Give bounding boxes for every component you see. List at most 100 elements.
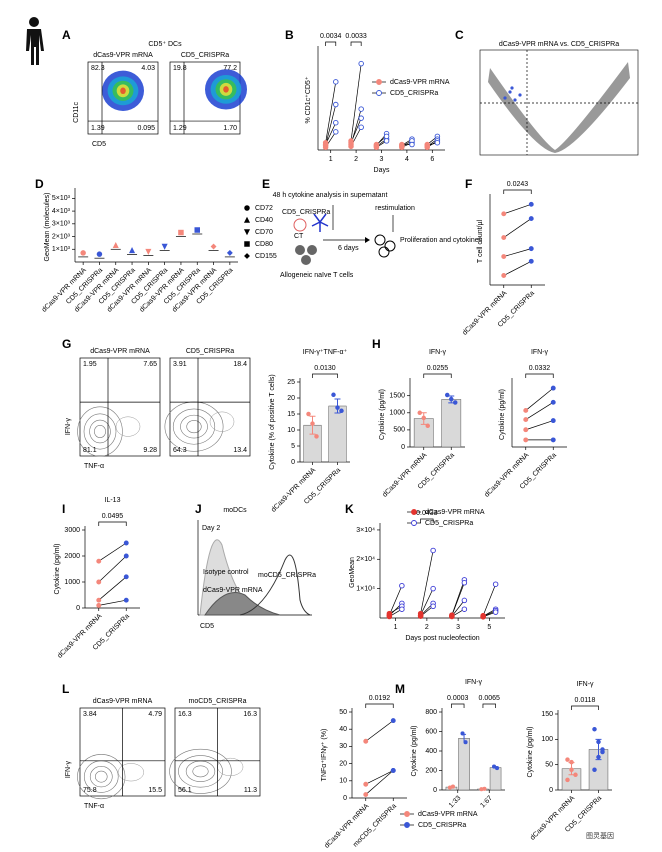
quadrant-value: 11.3	[244, 787, 257, 794]
marker	[390, 718, 396, 724]
legend-label: dCas9-VPR mRNA	[425, 509, 485, 516]
marker	[569, 759, 574, 765]
marker	[596, 739, 601, 745]
marker	[450, 784, 456, 789]
dc-cell	[311, 213, 329, 232]
flow-plot	[79, 357, 161, 457]
legend-label: dCas9-VPR mRNA	[418, 811, 478, 818]
significance-bracket	[98, 521, 127, 526]
flow-header: CD5⁺ DCs	[148, 41, 182, 48]
flow-title: CD5_CRISPRa	[181, 52, 229, 59]
marker	[461, 580, 468, 586]
x-axis-label: Days	[374, 167, 390, 174]
marker	[528, 216, 534, 222]
quadrant-value: 81.1	[83, 447, 97, 454]
legend-marker	[244, 253, 250, 259]
y-tick-label: 25	[287, 379, 295, 386]
legend-label: CD72	[255, 205, 273, 212]
control-curve	[204, 592, 281, 616]
marker	[112, 241, 119, 249]
marker	[333, 101, 339, 108]
chart-title: IFN-γ	[429, 349, 447, 356]
marker	[417, 410, 423, 416]
marker	[569, 767, 574, 772]
marker	[550, 399, 556, 405]
x-axis-label: Days post nucleofection	[405, 635, 479, 642]
y-axis-label: Cytokine (pg/ml)	[499, 389, 506, 440]
marker	[592, 767, 597, 772]
x-tick-label: dCas9-VPR mRNA	[270, 467, 317, 514]
pair-line	[389, 585, 403, 616]
pair-line	[525, 420, 554, 431]
pair-line	[420, 588, 434, 616]
panel-label: C	[455, 28, 464, 42]
y-tick-label: 0	[291, 459, 295, 466]
diagram-text: 48 h cytokine analysis in supernatant	[273, 192, 388, 199]
quadrant-value: 3.91	[173, 361, 187, 368]
y-tick-label: 10	[339, 778, 347, 785]
legend-marker	[376, 90, 382, 96]
marker	[409, 141, 415, 148]
highlight-gene	[508, 90, 512, 94]
y-axis-label: Cytokine (pg/ml)	[54, 544, 61, 595]
diagram-text: Allogeneic naïve T cells	[280, 272, 354, 279]
marker	[501, 235, 507, 240]
human-icon	[26, 17, 44, 65]
marker	[306, 411, 311, 417]
quadrant-value: 13.4	[233, 447, 247, 454]
flow-x-label: CD5	[92, 141, 106, 148]
p-value: 0.0034	[320, 33, 342, 40]
quadrant-value: 18.4	[233, 361, 247, 368]
density	[223, 86, 229, 93]
y-tick-label: 1×10⁴	[356, 585, 375, 592]
t-cell	[295, 245, 305, 255]
y-tick-label: 0	[549, 787, 553, 794]
y-tick-label: 500	[393, 427, 405, 434]
y-tick-label: 50	[339, 709, 347, 716]
quadrant-value: 1.95	[83, 361, 97, 368]
legend-label: CD80	[255, 241, 273, 248]
x-tick-label: 1:33	[448, 795, 463, 810]
bar	[489, 767, 502, 791]
marker	[592, 726, 597, 732]
y-tick-label: 5	[291, 443, 295, 450]
marker	[565, 777, 570, 783]
watermark: 图灵基因	[586, 831, 614, 840]
significance-bracket	[325, 41, 337, 46]
marker	[399, 582, 405, 589]
contour	[77, 754, 126, 800]
diagram-text: 6 days	[338, 245, 359, 252]
y-tick-label: 1500	[389, 393, 405, 400]
y-axis-label: GeoMean (molecules)	[44, 193, 51, 262]
marker	[399, 606, 405, 612]
chart-title: IL-13	[105, 497, 121, 504]
marker	[358, 124, 364, 131]
pair-line	[325, 104, 337, 146]
marker	[363, 738, 369, 744]
diagram-text: CD5_CRISPRa	[282, 209, 330, 216]
significance-bracket	[420, 518, 434, 523]
y-tick-label: 600	[425, 728, 437, 735]
y-tick-label: 1000	[64, 579, 80, 586]
y-axis-label: Cytokine (% of positive T cells)	[269, 374, 276, 469]
legend-marker	[411, 509, 417, 515]
well-cells	[374, 234, 386, 246]
y-tick-label: 2×10⁴	[356, 556, 375, 563]
quadrant-value: 77.2	[223, 65, 237, 72]
highlight-gene	[513, 98, 517, 102]
significance-bracket	[451, 703, 465, 708]
marker	[461, 606, 468, 612]
marker	[565, 757, 570, 762]
y-tick-label: 4×10³	[52, 208, 71, 215]
marker	[96, 602, 102, 608]
marker	[528, 258, 534, 264]
marker	[123, 574, 129, 580]
chart-title: IFN-γ	[531, 349, 549, 356]
y-axis-label: Cytokine (pg/ml)	[527, 727, 534, 778]
marker	[523, 427, 529, 433]
histogram-title: moDCs	[223, 507, 247, 514]
x-tick-label: dCas9-VPR mRNA	[483, 452, 530, 499]
flow-x-label: TNF-α	[84, 463, 104, 470]
volcano-title: dCas9-VPR mRNA vs. CD5_CRISPRa	[499, 41, 619, 48]
y-axis-label: GeoMean	[349, 557, 356, 588]
